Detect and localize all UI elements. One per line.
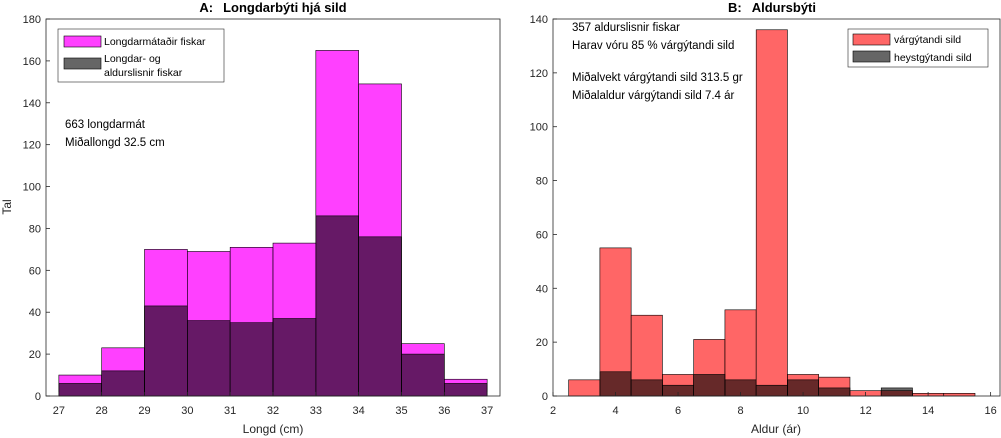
panel-a-bar-1-3 — [187, 320, 231, 397]
panel-b-x-tick-label: 4 — [612, 405, 618, 417]
panel-b-y-tick-label: 40 — [536, 283, 548, 295]
panel-a-letter: A: — [199, 0, 213, 15]
panel-a-x-tick-label: 34 — [353, 405, 365, 417]
panel-a-x-tick-label: 28 — [96, 405, 108, 417]
panel-b-annotation: 357 aldurslisnir fiskar Harav vóru 85 % … — [572, 22, 743, 102]
panel-b-annotation-line: Miðalaldur várgýtandi sild 7.4 ár — [572, 90, 735, 102]
panel-b-legend-swatch-0 — [852, 33, 891, 46]
panel-a-x-axis-label: Longd (cm) — [243, 422, 304, 436]
panel-b-title: B: Aldursbýti — [728, 0, 816, 15]
panel-a-y-tick-label: 120 — [23, 140, 41, 152]
panel-a-bars — [58, 50, 488, 397]
panel-b-x-tick-label: 2 — [550, 405, 556, 417]
panel-b-y-tick-label: 0 — [542, 391, 548, 403]
panel-a-bar-1-9 — [444, 383, 488, 397]
panel-a-x-tick-label: 29 — [138, 405, 150, 417]
panel-a-bar-1-1 — [101, 370, 145, 397]
panel-a-title-text: Longdarbýti hjá sild — [223, 0, 347, 15]
panel-b-legend-label-1: heystgýtandi sild — [894, 52, 972, 64]
panel-b-bar-0-12 — [943, 393, 976, 397]
panel-a-y-tick-label: 80 — [29, 223, 41, 235]
panel-b-letter: B: — [728, 0, 742, 15]
panel-a-y-tick-label: 100 — [23, 182, 41, 194]
panel-b-bars — [568, 29, 976, 397]
panel-a-bar-1-5 — [272, 318, 317, 397]
panel-b-x-tick-label: 14 — [922, 405, 934, 417]
panel-a-annotation-line: Miðallongd 32.5 cm — [65, 137, 165, 149]
panel-a-y-tick-label: 20 — [29, 349, 41, 361]
panel-a-bar-1-6 — [315, 215, 359, 397]
panel-a-x-tick-label: 32 — [267, 405, 279, 417]
panel-b-x-tick-label: 16 — [984, 405, 996, 417]
panel-b-y-tick-label: 140 — [530, 14, 548, 26]
panel-b-y-tick-label: 20 — [536, 337, 548, 349]
panel-a-x-tick-label: 31 — [224, 405, 236, 417]
panel-b-x-tick-label: 6 — [675, 405, 681, 417]
panel-b-annotation-line: Harav vóru 85 % várgýtandi sild — [572, 40, 734, 52]
panel-b: B: Aldursbýti 2 4 6 8 10 12 14 16 0 20 40 60 80 100 120… — [530, 0, 1001, 436]
panel-b-bar-1-6 — [755, 384, 788, 397]
panel-a-x-tick-label: 33 — [310, 405, 322, 417]
panel-b-bar-1-8 — [818, 387, 851, 397]
panel-b-x-tick-label: 10 — [797, 405, 809, 417]
panel-b-ticks: 2 4 6 8 10 12 14 16 0 20 40 60 80 100 120 140 — [530, 14, 997, 417]
panel-a-annotation-line: 663 longdarmát — [65, 119, 146, 131]
panel-a-y-axis-label: Tal — [0, 199, 14, 214]
panel-a-legend: Longdarmátaðir fiskar Longdar- og aldurs… — [57, 28, 225, 83]
panel-a-bar-1-0 — [58, 383, 102, 397]
panel-b-y-tick-label: 60 — [536, 229, 548, 241]
panel-b-title-text: Aldursbýti — [752, 0, 816, 15]
panel-a-annotation: 663 longdarmát Miðallongd 32.5 cm — [65, 119, 165, 149]
panel-b-bar-0-6 — [755, 29, 788, 397]
panel-b-y-tick-label: 100 — [530, 122, 548, 134]
panel-a-bar-1-2 — [144, 305, 188, 397]
panel-b-x-tick-label: 12 — [859, 405, 871, 417]
panel-a-x-tick-label: 27 — [53, 405, 65, 417]
panel-b-legend-swatch-1 — [852, 50, 891, 63]
panel-a-legend-swatch-1 — [63, 57, 102, 70]
panel-a-y-tick-label: 40 — [29, 307, 41, 319]
panel-b-axes-frame — [552, 18, 1001, 397]
panel-b-x-axis-label: Aldur (ár) — [751, 422, 801, 436]
panel-b-bar-1-4 — [693, 374, 726, 397]
panel-b-x-tick-label: 8 — [737, 405, 743, 417]
panel-a-x-tick-label: 37 — [481, 405, 493, 417]
panel-a-x-tick-label: 35 — [395, 405, 407, 417]
panel-a-legend-swatch-0 — [63, 35, 102, 48]
panel-a-bar-1-4 — [229, 322, 274, 397]
panel-b-bar-1-2 — [630, 379, 663, 397]
panel-a-x-tick-label: 36 — [438, 405, 450, 417]
panel-a-y-tick-label: 180 — [23, 14, 41, 26]
panel-a-legend-label-0: Longdarmátaðir fiskar — [104, 36, 206, 48]
panel-a-bar-1-7 — [358, 236, 402, 397]
panel-b-legend-label-0: várgýtandi sild — [894, 34, 961, 46]
panel-a-legend-label-1: Longdar- og — [104, 53, 161, 65]
panel-b-y-tick-label: 80 — [536, 176, 548, 188]
panel-b-bar-1-10 — [880, 387, 913, 397]
panel-b-bar-0-0 — [568, 379, 601, 397]
panel-a-bar-1-8 — [401, 353, 445, 397]
panel-a: A: Longdarbýti hjá sild 27 28 29 30 31 32 33 34 3… — [0, 0, 501, 436]
panel-b-y-tick-label: 120 — [530, 68, 548, 80]
panel-b-annotation-line: 357 aldurslisnir fiskar — [572, 22, 680, 34]
panel-a-x-tick-label: 30 — [181, 405, 193, 417]
panel-a-y-tick-label: 140 — [23, 98, 41, 110]
panel-a-y-tick-label: 60 — [29, 265, 41, 277]
panel-b-legend: várgýtandi sild heystgýtandi sild — [847, 28, 989, 68]
panel-b-bar-1-1 — [599, 371, 632, 397]
panel-a-legend-label-1: aldurslisnir fiskar — [104, 67, 183, 79]
panel-a-title: A: Longdarbýti hjá sild — [199, 0, 346, 15]
panel-b-annotation-line: Miðalvekt várgýtandi sild 313.5 gr — [572, 72, 743, 84]
panel-a-y-tick-label: 160 — [23, 56, 41, 68]
panel-a-y-tick-label: 0 — [35, 391, 41, 403]
panel-a-ticks: 27 28 29 30 31 32 33 34 35 36 37 0 20 40 60 80 100 120 140… — [23, 14, 494, 417]
